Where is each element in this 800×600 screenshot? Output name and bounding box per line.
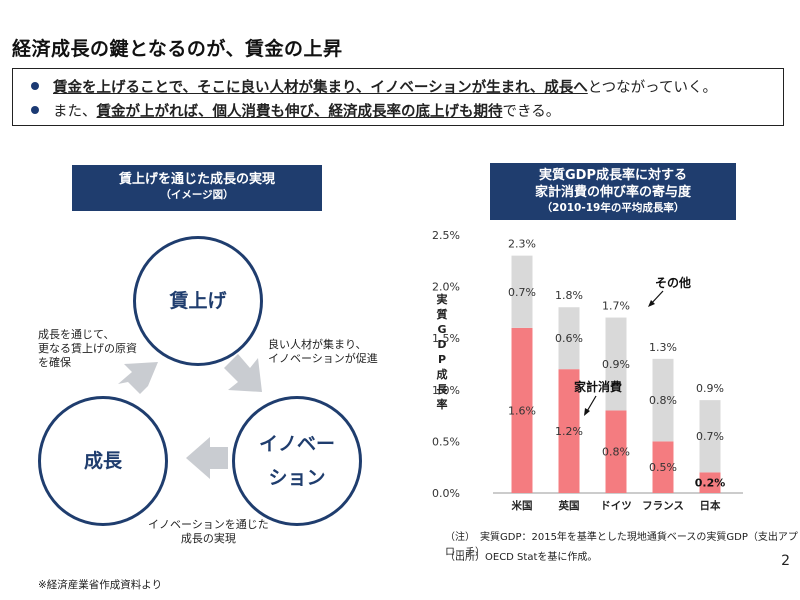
bullet-2-tail: できる。	[502, 103, 561, 120]
note-bottom: イノベーションを通じた 成長の実現	[148, 518, 269, 546]
y-axis-label-char: 実	[437, 292, 448, 306]
data-label-total: 0.9%	[696, 382, 724, 395]
y-tick-label: 0.5%	[432, 435, 460, 448]
bar-household-consumption	[558, 369, 580, 493]
cycle-banner-subtitle: （イメージ図）	[160, 189, 234, 201]
cycle-node-growth-label: 成長	[83, 450, 122, 472]
arrow-left-icon	[186, 437, 228, 479]
data-label-other: 0.9%	[602, 358, 630, 371]
chart-source: （出所）OECD Statを基に作成。	[445, 552, 598, 563]
y-axis-label-char: 成	[437, 367, 448, 381]
chart-footnote: （注） 実質GDP：2015年を基準とした現地通貨ベースの実質GDP（支出アプロ…	[445, 532, 798, 558]
arrow-right-down-icon	[224, 354, 262, 392]
note-bottom-line2: 成長の実現	[180, 532, 236, 545]
note-left: 成長を通じて、 更なる賃上げの原資 を確保	[38, 328, 137, 370]
bullet-dot-icon	[31, 82, 39, 90]
page-number: 2	[781, 553, 790, 569]
cycle-node-wage-label: 賃上げ	[169, 290, 227, 312]
cycle-arrows	[118, 354, 262, 479]
bar-other	[699, 400, 721, 473]
note-left-line2: 更なる賃上げの原資	[38, 342, 137, 355]
chart-banner: 実質GDP成長率に対する 家計消費の伸び率の寄与度 （2010-19年の平均成長…	[490, 163, 736, 220]
data-label-other: 0.6%	[555, 332, 583, 345]
data-label-household: 0.2%	[695, 477, 726, 490]
bar-household-consumption	[699, 472, 721, 493]
bar-household-consumption	[511, 327, 533, 493]
note-left-line3: を確保	[38, 356, 71, 369]
note-bottom-line1: イノベーションを通じた	[148, 518, 269, 531]
y-axis-label-char: G	[437, 323, 446, 336]
summary-box: 賃金を上げることで、そこに良い人材が集まり、イノベーションが生まれ、成長へ とつ…	[12, 68, 784, 126]
cycle-node-innovation: イノベー ション	[232, 396, 362, 526]
x-tick-label: 日本	[700, 499, 721, 512]
y-axis-label-char: P	[438, 353, 446, 366]
annotation-household: 家計消費	[574, 379, 622, 394]
bullet-dot-icon	[31, 106, 39, 114]
data-label-total: 1.7%	[602, 300, 630, 313]
y-tick-label: 2.5%	[432, 229, 460, 242]
x-tick-label: 英国	[558, 499, 580, 512]
note-top-right-line1: 良い人材が集まり、	[268, 338, 367, 351]
x-tick-label: 米国	[511, 499, 533, 512]
growth-contribution-chart: 0.0% 0.5% 1.0% 1.5% 2.0% 2.5% 実質GDP成長率 1.6% 0.7%…	[432, 229, 743, 512]
source-note: ※経済産業省作成資料より	[38, 579, 163, 591]
bar-household-consumption	[605, 410, 627, 493]
bar-other	[558, 307, 580, 370]
data-label-other: 0.7%	[508, 286, 536, 299]
y-axis-label-char: 率	[437, 397, 448, 411]
cycle-node-wage: 賃上げ	[133, 236, 263, 366]
data-label-household: 1.6%	[508, 404, 536, 417]
arrow-up-right-icon	[118, 362, 158, 394]
data-label-household: 0.5%	[649, 461, 677, 474]
bullet-2: また、 賃金が上がれば、個人消費も伸び、経済成長率の底上げも期待 できる。	[31, 98, 773, 122]
note-top-right-line2: イノベーションが促進	[268, 352, 378, 365]
annotation-other-arrowhead-icon	[648, 300, 655, 307]
note-left-line1: 成長を通じて、	[38, 328, 115, 341]
y-tick-label: 2.0%	[432, 281, 460, 294]
x-tick-label: ドイツ	[600, 500, 632, 512]
page-title: 経済成長の鍵となるのが、賃金の上昇	[12, 38, 343, 60]
cycle-node-innovation-line2: ション	[268, 467, 326, 489]
data-label-total: 2.3%	[508, 238, 536, 251]
chart-banner-line1: 実質GDP成長率に対する	[539, 168, 687, 183]
data-label-other: 0.8%	[649, 394, 677, 407]
data-label-total: 1.8%	[555, 289, 583, 302]
bar-other	[652, 358, 674, 442]
y-tick-label: 1.5%	[432, 332, 460, 345]
data-label-household: 0.8%	[602, 446, 630, 459]
x-tick-label: フランス	[642, 500, 684, 512]
chart-banner-line3: （2010-19年の平均成長率）	[541, 202, 685, 214]
bullet-2-emphasis: 賃金が上がれば、個人消費も伸び、経済成長率の底上げも期待	[96, 103, 503, 120]
bullet-2-head: また、	[53, 103, 97, 120]
bar-other	[605, 317, 627, 411]
note-top-right: 良い人材が集まり、 イノベーションが促進	[268, 338, 378, 366]
bar-household-consumption	[652, 441, 674, 493]
data-label-total: 1.3%	[649, 341, 677, 354]
y-tick-label: 0.0%	[432, 487, 460, 500]
chart-banner-line2: 家計消費の伸び率の寄与度	[534, 185, 691, 200]
bullet-1: 賃金を上げることで、そこに良い人材が集まり、イノベーションが生まれ、成長へ とつ…	[31, 74, 773, 98]
data-label-other: 0.7%	[696, 430, 724, 443]
y-axis-label-char: 長	[437, 383, 449, 396]
bar-other	[511, 255, 533, 328]
data-label-household: 1.2%	[555, 425, 583, 438]
annotation-household-arrowhead-icon	[584, 408, 590, 416]
cycle-node-growth: 成長	[38, 396, 168, 526]
cycle-banner-title: 賃上げを通じた成長の実現	[118, 172, 275, 187]
cycle-banner: 賃上げを通じた成長の実現 （イメージ図）	[72, 165, 322, 211]
y-axis-label-char: D	[437, 338, 446, 351]
cycle-node-innovation-line1: イノベー	[258, 433, 335, 455]
bullet-1-emphasis: 賃金を上げることで、そこに良い人材が集まり、イノベーションが生まれ、成長へ	[53, 79, 588, 96]
bullet-1-tail: とつながっていく。	[587, 79, 717, 96]
annotation-other: その他	[655, 275, 691, 290]
y-axis-label-char: 質	[437, 307, 448, 321]
y-tick-label: 1.0%	[432, 384, 460, 397]
